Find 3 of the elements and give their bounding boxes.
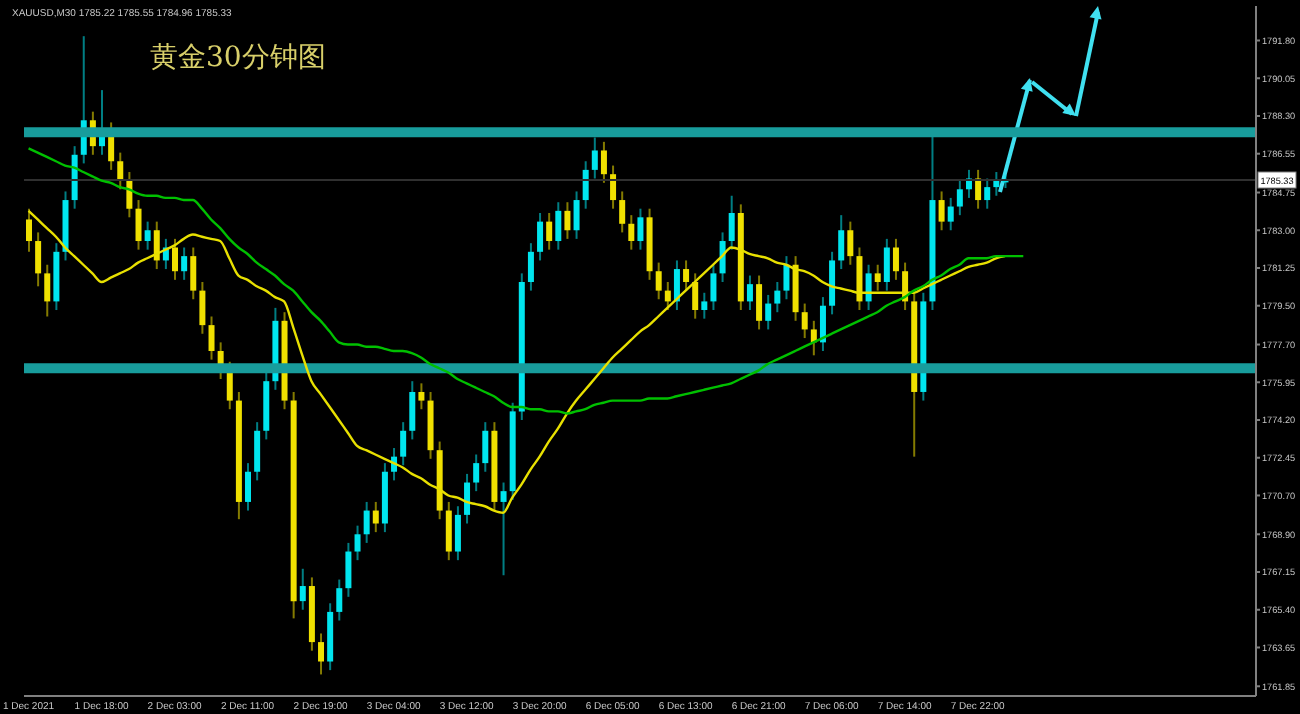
line-series: [27, 209, 1007, 514]
text: 黄金30分钟图: [150, 42, 326, 74]
line-series: [27, 147, 1025, 415]
